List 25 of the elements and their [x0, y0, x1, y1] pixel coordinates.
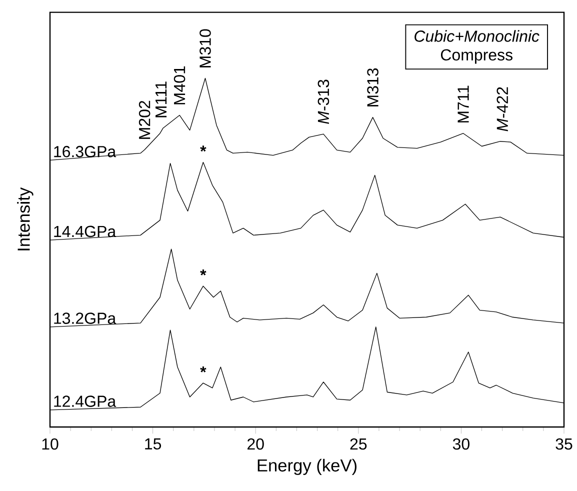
annotation: M111 [156, 82, 167, 118]
annotation: * [200, 269, 206, 276]
chart-subtitle: Compress [440, 49, 512, 64]
y-axis-title: Intensity [17, 187, 34, 250]
annotation: M401 [174, 66, 186, 104]
x-axis-title: Energy (keV) [258, 458, 356, 476]
x-tick-label: 20 [248, 438, 264, 450]
annotation: M-313 [318, 80, 330, 124]
chart-title: Cubic+Monoclinic [414, 30, 540, 42]
series-label: 16.3GPa [54, 146, 116, 158]
annotation: * [200, 146, 206, 152]
x-tick-label: 15 [145, 438, 162, 450]
annotation: M202 [138, 100, 150, 139]
x-tick-label: 25 [350, 438, 367, 450]
series-label: 12.4GPa [54, 396, 116, 407]
annotation: M711 [458, 86, 469, 122]
annotation: * [200, 366, 206, 372]
x-tick-label: 30 [452, 438, 470, 450]
series-label: 14.4GPa [54, 226, 116, 238]
annotation: M310 [200, 29, 211, 68]
x-tick-label: 10 [42, 438, 58, 450]
x-tick-label: 35 [556, 438, 572, 450]
annotation: M313 [367, 68, 378, 106]
series-label: 13.2GPa [54, 312, 116, 324]
annotation: M-422 [496, 87, 508, 132]
